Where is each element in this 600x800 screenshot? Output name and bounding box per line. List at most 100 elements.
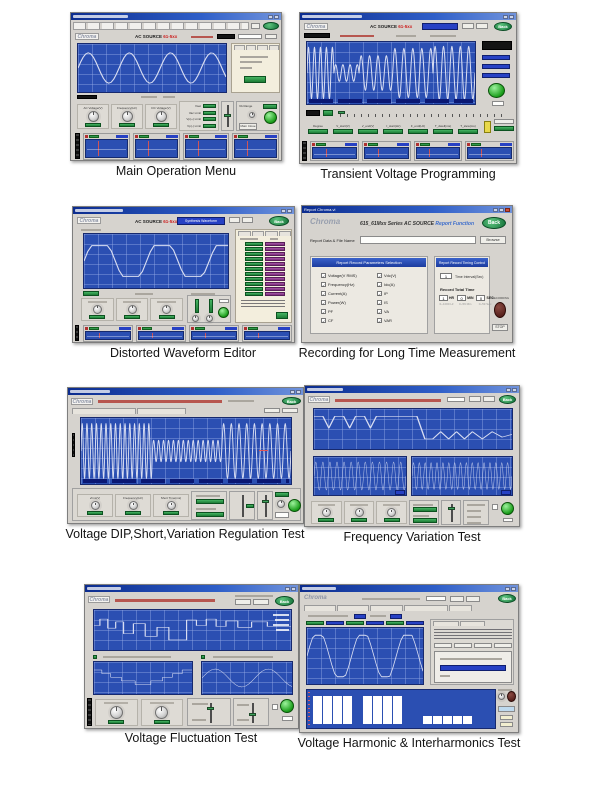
- knob[interactable]: [354, 508, 364, 517]
- checkbox-option[interactable]: ✓ IS: [377, 300, 396, 306]
- checkbox-option[interactable]: ✓ Frequency(Hz): [321, 282, 357, 288]
- slider-scale[interactable]: [340, 114, 508, 117]
- title-bar[interactable]: [68, 388, 303, 395]
- close-icon[interactable]: [287, 208, 292, 213]
- minimize-icon[interactable]: [503, 14, 508, 19]
- value-field[interactable]: [282, 716, 293, 721]
- slider-track[interactable]: [210, 703, 212, 723]
- minimize-icon[interactable]: [268, 14, 273, 19]
- fine-knob[interactable]: [206, 315, 213, 322]
- title-bar[interactable]: [71, 13, 281, 20]
- value-field[interactable]: [503, 518, 513, 522]
- knob[interactable]: [128, 501, 138, 510]
- knob[interactable]: [109, 705, 123, 719]
- checkbox-icon[interactable]: ✓: [321, 309, 326, 315]
- checkbox-option[interactable]: ✓ Current(A): [321, 291, 357, 297]
- title-bar[interactable]: [305, 386, 519, 393]
- link-button[interactable]: [474, 643, 492, 648]
- stop-button[interactable]: STOP: [492, 324, 508, 331]
- slider-thumb[interactable]: [262, 500, 269, 503]
- checkbox-option[interactable]: ✓ VAR: [377, 318, 396, 324]
- output-on-button[interactable]: [264, 111, 277, 124]
- slider-thumb[interactable]: [207, 707, 214, 710]
- output-on-button[interactable]: [280, 699, 294, 713]
- slider-thumb[interactable]: [224, 114, 231, 117]
- value-field[interactable]: [238, 34, 262, 39]
- save-button[interactable]: [242, 217, 253, 223]
- apply-display[interactable]: [244, 76, 266, 83]
- knob-group-row[interactable]: [311, 500, 408, 525]
- knob[interactable]: [387, 508, 397, 517]
- knob[interactable]: [155, 110, 167, 122]
- minimize-icon[interactable]: [493, 207, 498, 212]
- checkbox-option[interactable]: ✓ PF: [321, 309, 357, 315]
- value-field[interactable]: [219, 299, 229, 303]
- slider-thumb[interactable]: [338, 111, 345, 114]
- close-icon[interactable]: [505, 207, 510, 212]
- time-spinner[interactable]: 0: [457, 295, 467, 301]
- fine-knob[interactable]: [192, 315, 199, 322]
- close-icon[interactable]: [509, 14, 514, 19]
- title-bar[interactable]: [300, 585, 518, 592]
- option-button[interactable]: [235, 599, 251, 605]
- page-tab-button[interactable]: [494, 119, 514, 124]
- checkbox-option[interactable]: ✓ Idc(A): [377, 282, 396, 288]
- set-button[interactable]: [265, 34, 277, 39]
- exit-button[interactable]: [263, 22, 279, 30]
- back-button[interactable]: Back: [499, 395, 516, 404]
- checkbox-icon[interactable]: ✓: [321, 318, 326, 324]
- back-button[interactable]: Back: [282, 397, 301, 405]
- file-name-input[interactable]: [360, 236, 476, 244]
- checkbox-icon[interactable]: ✓: [377, 282, 382, 288]
- checkbox-option[interactable]: ✓ Vdc(V): [377, 273, 396, 279]
- option-button[interactable]: [450, 596, 464, 602]
- load-button[interactable]: [229, 217, 240, 223]
- slider-thumb[interactable]: [448, 507, 455, 510]
- time-spinner[interactable]: 1: [439, 295, 448, 301]
- knob-group-row[interactable]: AC Voltage(V) Frequency(Hz) DC Voltage(V): [77, 101, 177, 131]
- minimize-icon[interactable]: [281, 208, 286, 213]
- zoom-button[interactable]: [501, 490, 511, 495]
- option-button[interactable]: [253, 599, 269, 605]
- close-icon[interactable]: [274, 14, 279, 19]
- back-button[interactable]: Back: [498, 594, 516, 603]
- knob[interactable]: [92, 304, 102, 314]
- back-button[interactable]: Back: [269, 216, 289, 226]
- value-field[interactable]: [447, 397, 465, 402]
- knob[interactable]: [166, 501, 176, 510]
- interval-spinner[interactable]: 1: [440, 273, 452, 279]
- trig-button[interactable]: [488, 83, 505, 98]
- knob[interactable]: [90, 501, 100, 510]
- apply-button[interactable]: [276, 312, 288, 319]
- close-icon[interactable]: [512, 387, 517, 392]
- time-spinner[interactable]: 0: [476, 295, 486, 301]
- zoom-button[interactable]: [395, 490, 405, 495]
- title-bar[interactable]: [300, 13, 516, 20]
- checkbox-icon[interactable]: ✓: [321, 282, 326, 288]
- maximize-icon[interactable]: [499, 207, 504, 212]
- link-button[interactable]: [494, 643, 512, 648]
- interharmonic-knob[interactable]: [498, 693, 505, 700]
- test-tabs[interactable]: [304, 605, 473, 611]
- harmonic-tabs[interactable]: [238, 231, 291, 236]
- close-icon[interactable]: [291, 586, 296, 591]
- output-on-button[interactable]: [288, 499, 301, 512]
- checkbox-icon[interactable]: ✓: [377, 273, 382, 279]
- enable-checkbox[interactable]: [492, 504, 498, 510]
- back-button[interactable]: Back: [494, 22, 512, 31]
- value-field[interactable]: [426, 596, 446, 601]
- save-button[interactable]: [476, 23, 488, 29]
- output-on-button[interactable]: [501, 502, 514, 515]
- minimize-icon[interactable]: [285, 586, 290, 591]
- apply-button[interactable]: [218, 307, 229, 318]
- level-slider[interactable]: [195, 299, 199, 313]
- minimize-icon[interactable]: [506, 387, 511, 392]
- info-tabs[interactable]: [433, 621, 485, 626]
- level-slider[interactable]: [209, 299, 213, 313]
- knob[interactable]: [127, 304, 137, 314]
- back-button[interactable]: Back: [482, 217, 506, 229]
- knob-group-row[interactable]: [95, 698, 183, 726]
- load-button[interactable]: [462, 23, 474, 29]
- knob[interactable]: [121, 110, 133, 122]
- knob[interactable]: [321, 508, 331, 517]
